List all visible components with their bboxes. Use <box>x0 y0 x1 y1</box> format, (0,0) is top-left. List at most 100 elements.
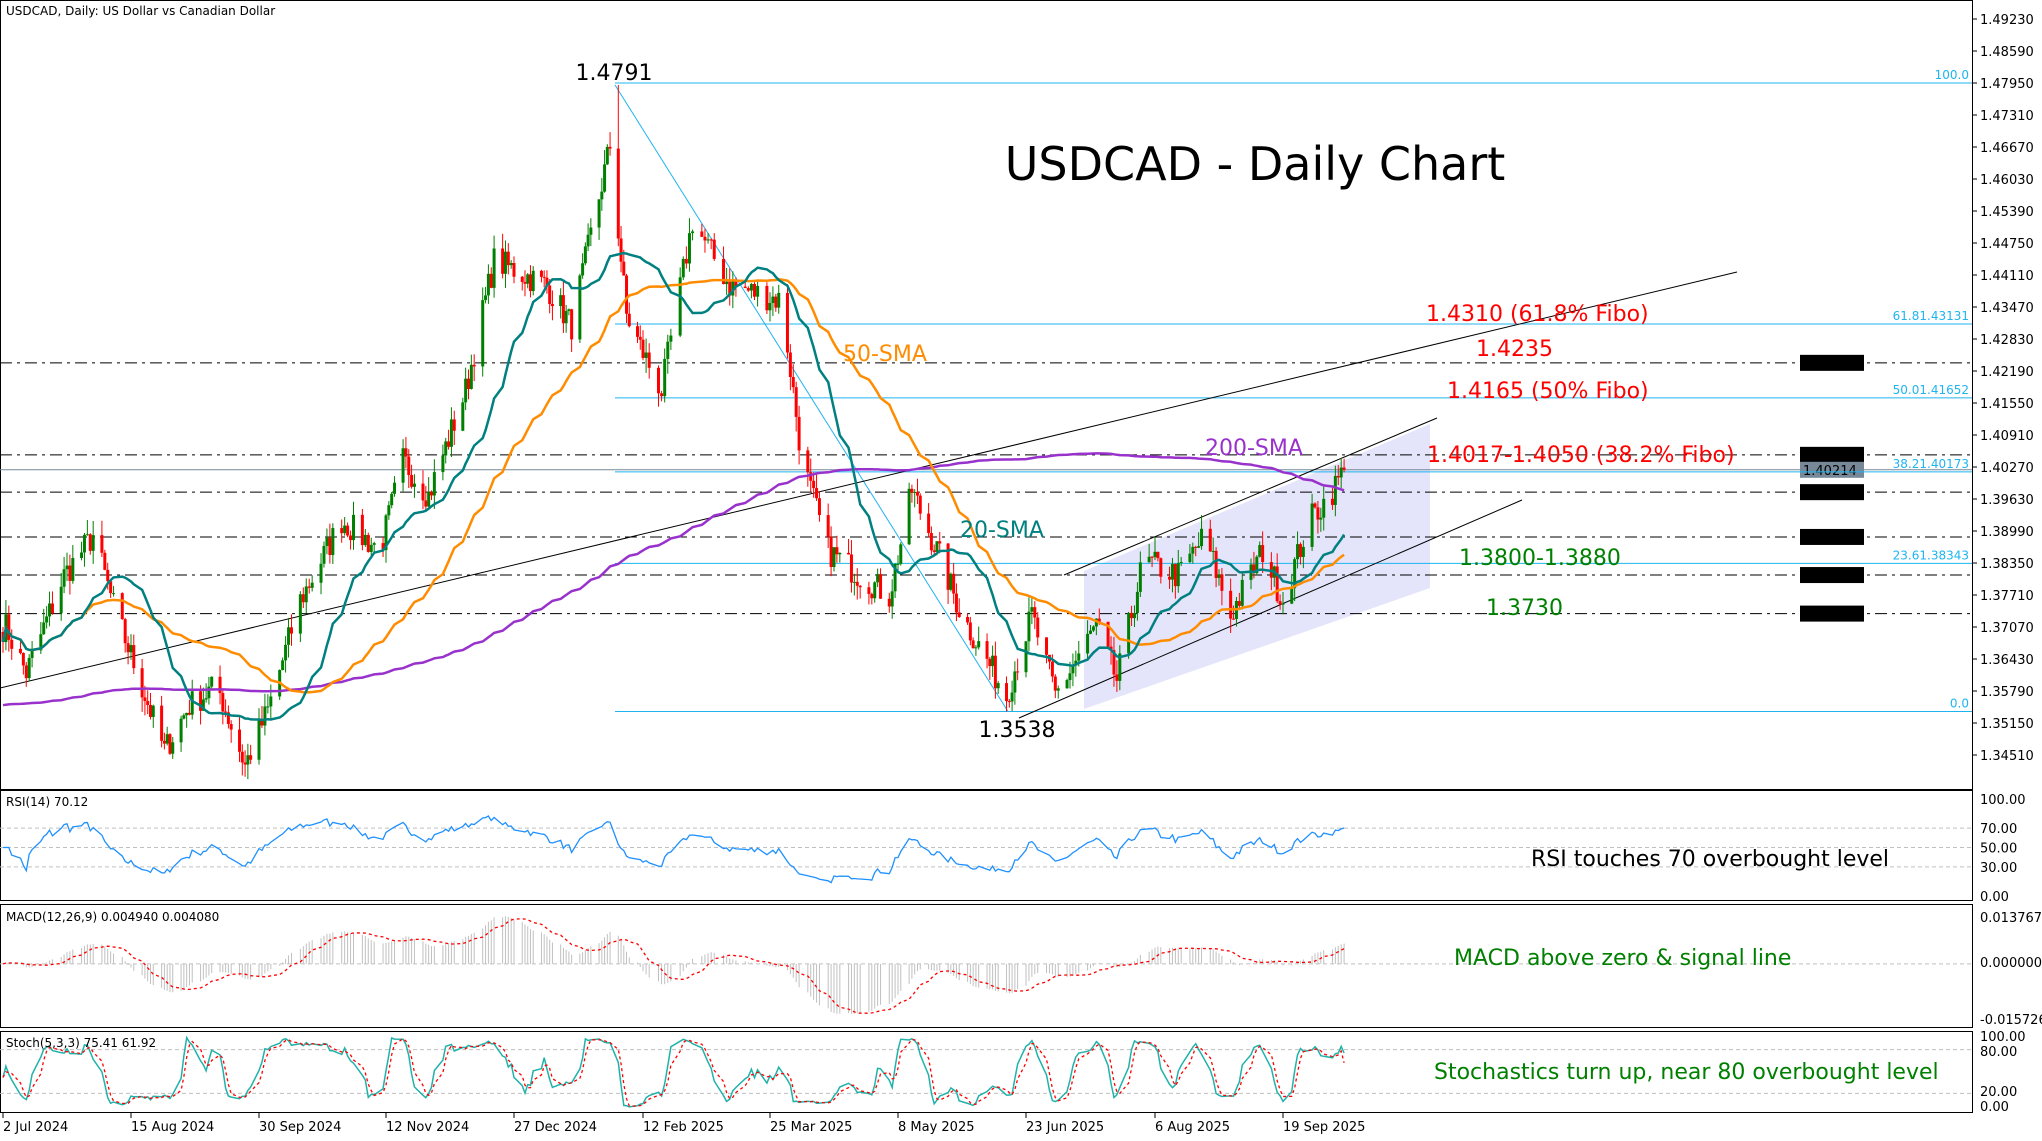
fibo-level-label: 38.21.40173 <box>1893 457 1969 471</box>
candle-body <box>21 652 25 666</box>
candle-body <box>893 564 897 592</box>
candle-body <box>1211 550 1215 552</box>
candle-body <box>985 641 989 659</box>
candle-body <box>1156 551 1160 559</box>
candle-body <box>132 645 136 669</box>
resistance-label-1: 1.4310 (61.8% Fibo) <box>1426 302 1649 327</box>
candle-body <box>1200 528 1204 547</box>
candle-body <box>550 303 554 307</box>
candle-body <box>666 341 670 359</box>
candle-body <box>1310 503 1314 547</box>
candle-body <box>678 277 682 336</box>
candle-body <box>977 641 981 648</box>
date-tick-label: 6 Aug 2025 <box>1155 1120 1230 1135</box>
macd-signal-line <box>2 918 1345 1014</box>
candle-body <box>45 616 49 623</box>
candle-body <box>427 491 431 507</box>
candle-body <box>1333 475 1337 505</box>
candle-body <box>449 419 453 447</box>
candle-body <box>1281 603 1285 605</box>
candle-body <box>182 715 186 719</box>
candle-body <box>1237 601 1241 606</box>
current-price-box <box>1800 461 1864 478</box>
candle-body <box>1132 613 1136 619</box>
candle-body <box>957 612 961 617</box>
candle-body <box>567 309 571 311</box>
rsi-tick-label: 100.00 <box>1980 793 2026 808</box>
candle-body <box>257 718 261 760</box>
candle-body <box>523 281 527 284</box>
candle-body <box>559 295 563 307</box>
candle-body <box>59 586 63 614</box>
candle-body <box>452 419 456 431</box>
candle-body <box>80 552 84 558</box>
candle-body <box>753 283 757 297</box>
macd-note: MACD above zero & signal line <box>1454 946 1791 971</box>
candle-body <box>1240 579 1244 606</box>
candle-body <box>1293 559 1297 589</box>
stoch-title: Stoch(5,3,3) 75.41 61.92 <box>6 1036 156 1050</box>
stoch-main-line <box>2 1035 1345 1108</box>
candle-body <box>301 594 305 603</box>
support-label-2: 1.3730 <box>1486 596 1563 621</box>
rsi-tick-label: 50.00 <box>1980 842 2017 857</box>
date-tick-label: 25 Mar 2025 <box>770 1120 852 1135</box>
panel-frame <box>0 790 1973 901</box>
candle-body <box>743 286 747 289</box>
date-tick-label: 12 Nov 2024 <box>386 1120 469 1135</box>
candle-body <box>669 335 673 342</box>
candle-body <box>503 251 507 274</box>
candle-body <box>48 603 52 617</box>
candle-body <box>289 627 293 634</box>
candle-body <box>619 238 623 262</box>
fibo-level-label: 0.0 <box>1950 697 1969 711</box>
rsi-title: RSI(14) 70.12 <box>6 795 88 809</box>
candle-body <box>1007 701 1011 703</box>
candle-body <box>531 270 535 292</box>
price-label: 1.38871 <box>1803 531 1857 546</box>
candle-body <box>1278 601 1282 605</box>
candle-body <box>809 472 813 481</box>
date-tick-label: 19 Sep 2025 <box>1283 1120 1365 1135</box>
candle-body <box>1118 653 1122 681</box>
candle-body <box>88 534 92 551</box>
candle-body <box>1217 574 1221 578</box>
candle-body <box>210 676 214 687</box>
candle-body <box>412 483 416 487</box>
candle-body <box>794 387 798 417</box>
candle-body <box>597 199 601 228</box>
candle-body <box>539 270 543 277</box>
candle-body <box>42 622 46 635</box>
price-tick-label: 1.40270 <box>1980 461 2034 476</box>
date-tick-label: 23 Jun 2025 <box>1026 1120 1104 1135</box>
candle-body <box>691 231 695 234</box>
candle-body <box>971 640 975 649</box>
candle-body <box>381 543 385 551</box>
price-tick-label: 1.48590 <box>1980 45 2034 60</box>
panel-frame <box>0 0 1973 790</box>
candle-body <box>1339 467 1343 478</box>
candle-body <box>687 233 691 264</box>
macd-tick-label: 0.000000 <box>1980 956 2042 971</box>
candle-body <box>201 699 205 711</box>
candle-body <box>384 515 388 551</box>
candle-body <box>207 686 211 699</box>
candle-body <box>1068 673 1072 681</box>
candle-body <box>1197 546 1201 548</box>
candle-body <box>298 594 302 634</box>
price-tick-label: 1.44110 <box>1980 269 2034 284</box>
candle-body <box>1168 576 1172 580</box>
price-tick-label: 1.47310 <box>1980 109 2034 124</box>
candle-body <box>684 258 688 264</box>
candle-body <box>190 691 194 715</box>
candle-body <box>647 352 651 368</box>
candle-body <box>226 712 230 724</box>
candle-body <box>1191 546 1195 554</box>
candle-body <box>847 552 851 555</box>
candle-body <box>1342 467 1346 470</box>
candle-body <box>284 644 288 661</box>
candle-body <box>1150 556 1154 558</box>
price-tick-label: 1.35150 <box>1980 717 2034 732</box>
candle-body <box>71 557 75 581</box>
candle-body <box>343 525 347 534</box>
